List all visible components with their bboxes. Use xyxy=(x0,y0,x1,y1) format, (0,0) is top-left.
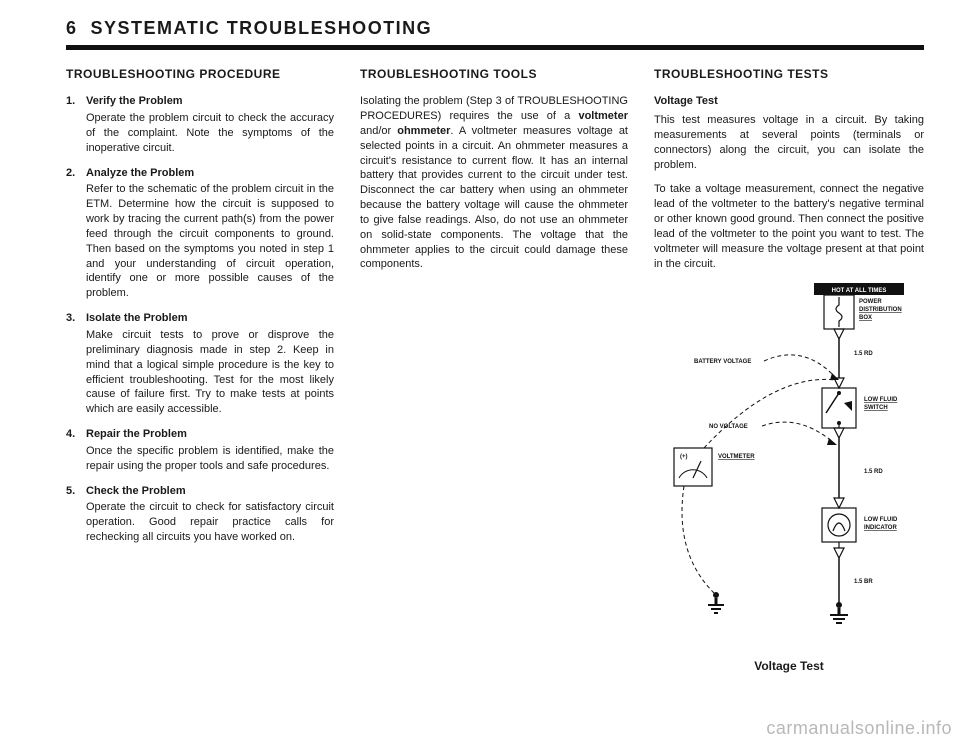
column-tests: TROUBLESHOOTING TESTS Voltage Test This … xyxy=(654,66,924,675)
switch-lbl2: SWITCH xyxy=(864,405,888,411)
col3-heading: TROUBLESHOOTING TESTS xyxy=(654,66,924,82)
step-body: Operate the circuit to check for satisfa… xyxy=(86,500,334,545)
power-label2: DISTRIBUTION xyxy=(859,307,902,313)
step-num: 4. xyxy=(66,427,80,442)
step-num: 5. xyxy=(66,484,80,499)
page-header: 6 SYSTEMATIC TROUBLESHOOTING xyxy=(66,18,924,39)
step-title: Check the Problem xyxy=(86,484,186,499)
bold-ohmmeter: ohmmeter xyxy=(397,125,450,137)
step-5: 5. Check the Problem xyxy=(66,484,334,499)
voltage-test-diagram: HOT AT ALL TIMES POWER DISTRIBUTION BOX … xyxy=(654,283,924,674)
step-4: 4. Repair the Problem xyxy=(66,427,334,442)
power-label3: BOX xyxy=(859,315,872,321)
col2-heading: TROUBLESHOOTING TOOLS xyxy=(360,66,628,82)
content-columns: TROUBLESHOOTING PROCEDURE 1. Verify the … xyxy=(66,66,924,675)
step-title: Analyze the Problem xyxy=(86,166,194,181)
step-body: Refer to the schematic of the problem ci… xyxy=(86,182,334,301)
col2-para: Isolating the problem (Step 3 of TROUBLE… xyxy=(360,94,628,272)
wire2: 1.5 RD xyxy=(864,469,883,475)
step-3: 3. Isolate the Problem xyxy=(66,311,334,326)
step-body: Operate the problem circuit to check the… xyxy=(86,111,334,156)
batt-voltage: BATTERY VOLTAGE xyxy=(694,359,751,365)
col3-para2: To take a voltage measurement, connect t… xyxy=(654,182,924,271)
wire3: 1.5 BR xyxy=(854,579,873,585)
bold-voltmeter: voltmeter xyxy=(578,110,628,122)
col3-subheading: Voltage Test xyxy=(654,94,924,109)
manual-page: 6 SYSTEMATIC TROUBLESHOOTING TROUBLESHOO… xyxy=(0,0,960,745)
step-num: 2. xyxy=(66,166,80,181)
wire1: 1.5 RD xyxy=(854,351,873,357)
col1-heading: TROUBLESHOOTING PROCEDURE xyxy=(66,66,334,82)
diagram-caption: Voltage Test xyxy=(654,658,924,674)
page-number: 6 xyxy=(66,18,77,39)
step-num: 1. xyxy=(66,94,80,109)
step-1: 1. Verify the Problem xyxy=(66,94,334,109)
step-body: Once the specific problem is identified,… xyxy=(86,444,334,474)
switch-lbl1: LOW FLUID xyxy=(864,397,898,403)
step-title: Verify the Problem xyxy=(86,94,183,109)
voltmeter-lbl: VOLTMETER xyxy=(718,454,755,460)
column-procedure: TROUBLESHOOTING PROCEDURE 1. Verify the … xyxy=(66,66,334,675)
header-rule xyxy=(66,45,924,50)
ind-lbl2: INDICATOR xyxy=(864,525,897,531)
step-body: Make circuit tests to prove or disprove … xyxy=(86,328,334,417)
step-num: 3. xyxy=(66,311,80,326)
step-title: Isolate the Problem xyxy=(86,311,187,326)
col3-para1: This test measures voltage in a circuit.… xyxy=(654,113,924,172)
page-title: SYSTEMATIC TROUBLESHOOTING xyxy=(91,18,433,39)
circuit-svg: HOT AT ALL TIMES POWER DISTRIBUTION BOX … xyxy=(654,283,924,643)
hot-label: HOT AT ALL TIMES xyxy=(832,288,887,294)
svg-text:(+): (+) xyxy=(680,454,688,460)
ind-lbl1: LOW FLUID xyxy=(864,517,898,523)
watermark: carmanualsonline.info xyxy=(766,718,952,739)
step-title: Repair the Problem xyxy=(86,427,187,442)
step-2: 2. Analyze the Problem xyxy=(66,166,334,181)
no-voltage: NO VOLTAGE xyxy=(709,424,748,430)
column-tools: TROUBLESHOOTING TOOLS Isolating the prob… xyxy=(360,66,628,675)
power-label: POWER xyxy=(859,299,882,305)
